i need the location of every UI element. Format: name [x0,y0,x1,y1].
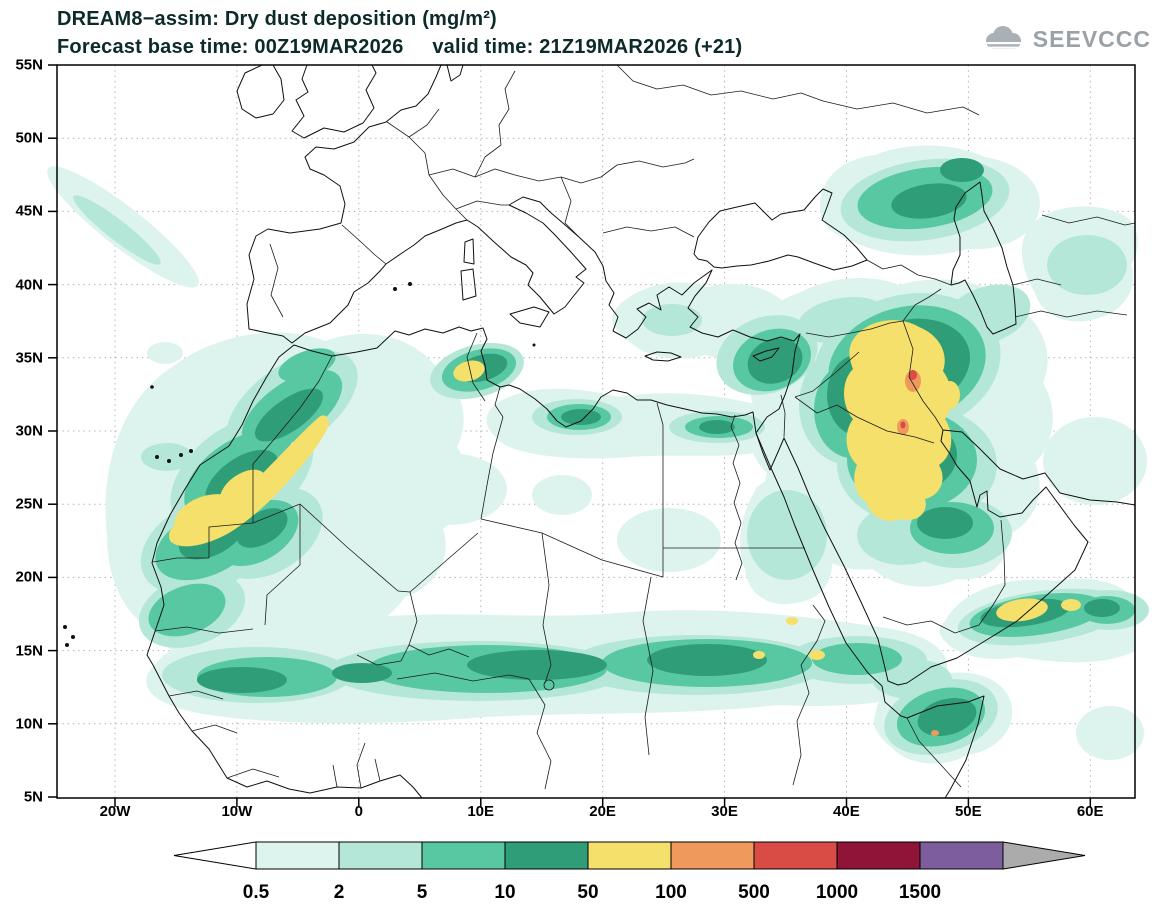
colorbar-tick-label: 1000 [816,882,858,903]
map-frame [56,64,1136,799]
lon-tick-label: 20E [589,803,616,820]
colorbar-segment [670,841,755,870]
lat-tick-label: 15N [15,642,43,660]
colorbar-overflow-arrow [1002,841,1086,870]
colorbar-tick-label: 500 [738,882,770,903]
colorbar-segment [836,841,921,870]
logo-text: SEEVCCC [1032,25,1151,52]
colorbar-tick-label: 0.5 [243,882,270,903]
colorbar-segment [587,841,672,870]
colorbar-tick-label: 1500 [899,882,941,903]
seevccc-logo: SEEVCCC [979,24,1151,54]
lat-tick-label: 35N [15,349,43,367]
colorbar-tick-label: 10 [494,882,515,903]
colorbar-segment [753,841,838,870]
lat-tick-label: 40N [15,276,43,294]
dust-shading-level7 [900,370,917,429]
lon-tick-label: 10W [221,803,253,820]
lon-tick-label: 20W [99,803,131,820]
colorbar-segment [421,841,506,870]
axis-ticks [48,64,1092,807]
lat-tick-label: 55N [15,56,43,74]
colorbar-underflow-arrow [173,841,257,870]
small-islands [63,282,536,647]
coastlines [146,64,1136,799]
plot-header: DREAM8−assim: Dry dust deposition (mg/m²… [57,5,742,61]
plot-subtitle: Forecast base time: 00Z19MAR2026 valid t… [57,36,743,58]
lon-tick-label: 40E [833,803,860,820]
lat-tick-label: 20N [15,568,43,586]
lat-tick-label: 25N [15,495,43,513]
lat-tick-label: 5N [23,788,43,806]
longitude-axis: 20W 10W 0 10E 20E 30E 40E 50E 60E [57,800,1135,824]
forecast-map [47,64,1149,807]
cloud-icon [979,26,1026,49]
lon-tick-label: 10E [467,803,495,820]
colorbar-tick-label: 5 [417,882,428,903]
colorbar-segment [338,841,423,870]
colorbar-segment [255,841,340,870]
lon-tick-label: 0 [354,803,363,820]
latitude-axis: 55N 50N 45N 40N 35N 30N 25N 20N 15N 10N 5N [0,57,52,806]
colorbar-segment [919,841,1004,870]
colorbar-segment [504,841,589,870]
colorbar-tick-label: 2 [334,882,345,903]
colorbar-tick-label: 100 [655,882,687,903]
lat-tick-label: 45N [15,202,43,220]
lat-tick-label: 30N [15,422,43,440]
country-borders [152,64,1136,790]
lon-tick-label: 30E [711,803,738,820]
colorbar-legend: 0.5 2 5 10 50 100 500 1000 1500 [173,841,1086,903]
lat-tick-label: 50N [15,129,43,147]
lon-tick-label: 50E [954,803,982,820]
colorbar-tick-label: 50 [577,882,598,903]
plot-title: DREAM8−assim: Dry dust deposition (mg/m²… [57,8,497,30]
lon-tick-label: 60E [1076,803,1104,820]
lat-tick-label: 10N [15,715,43,733]
